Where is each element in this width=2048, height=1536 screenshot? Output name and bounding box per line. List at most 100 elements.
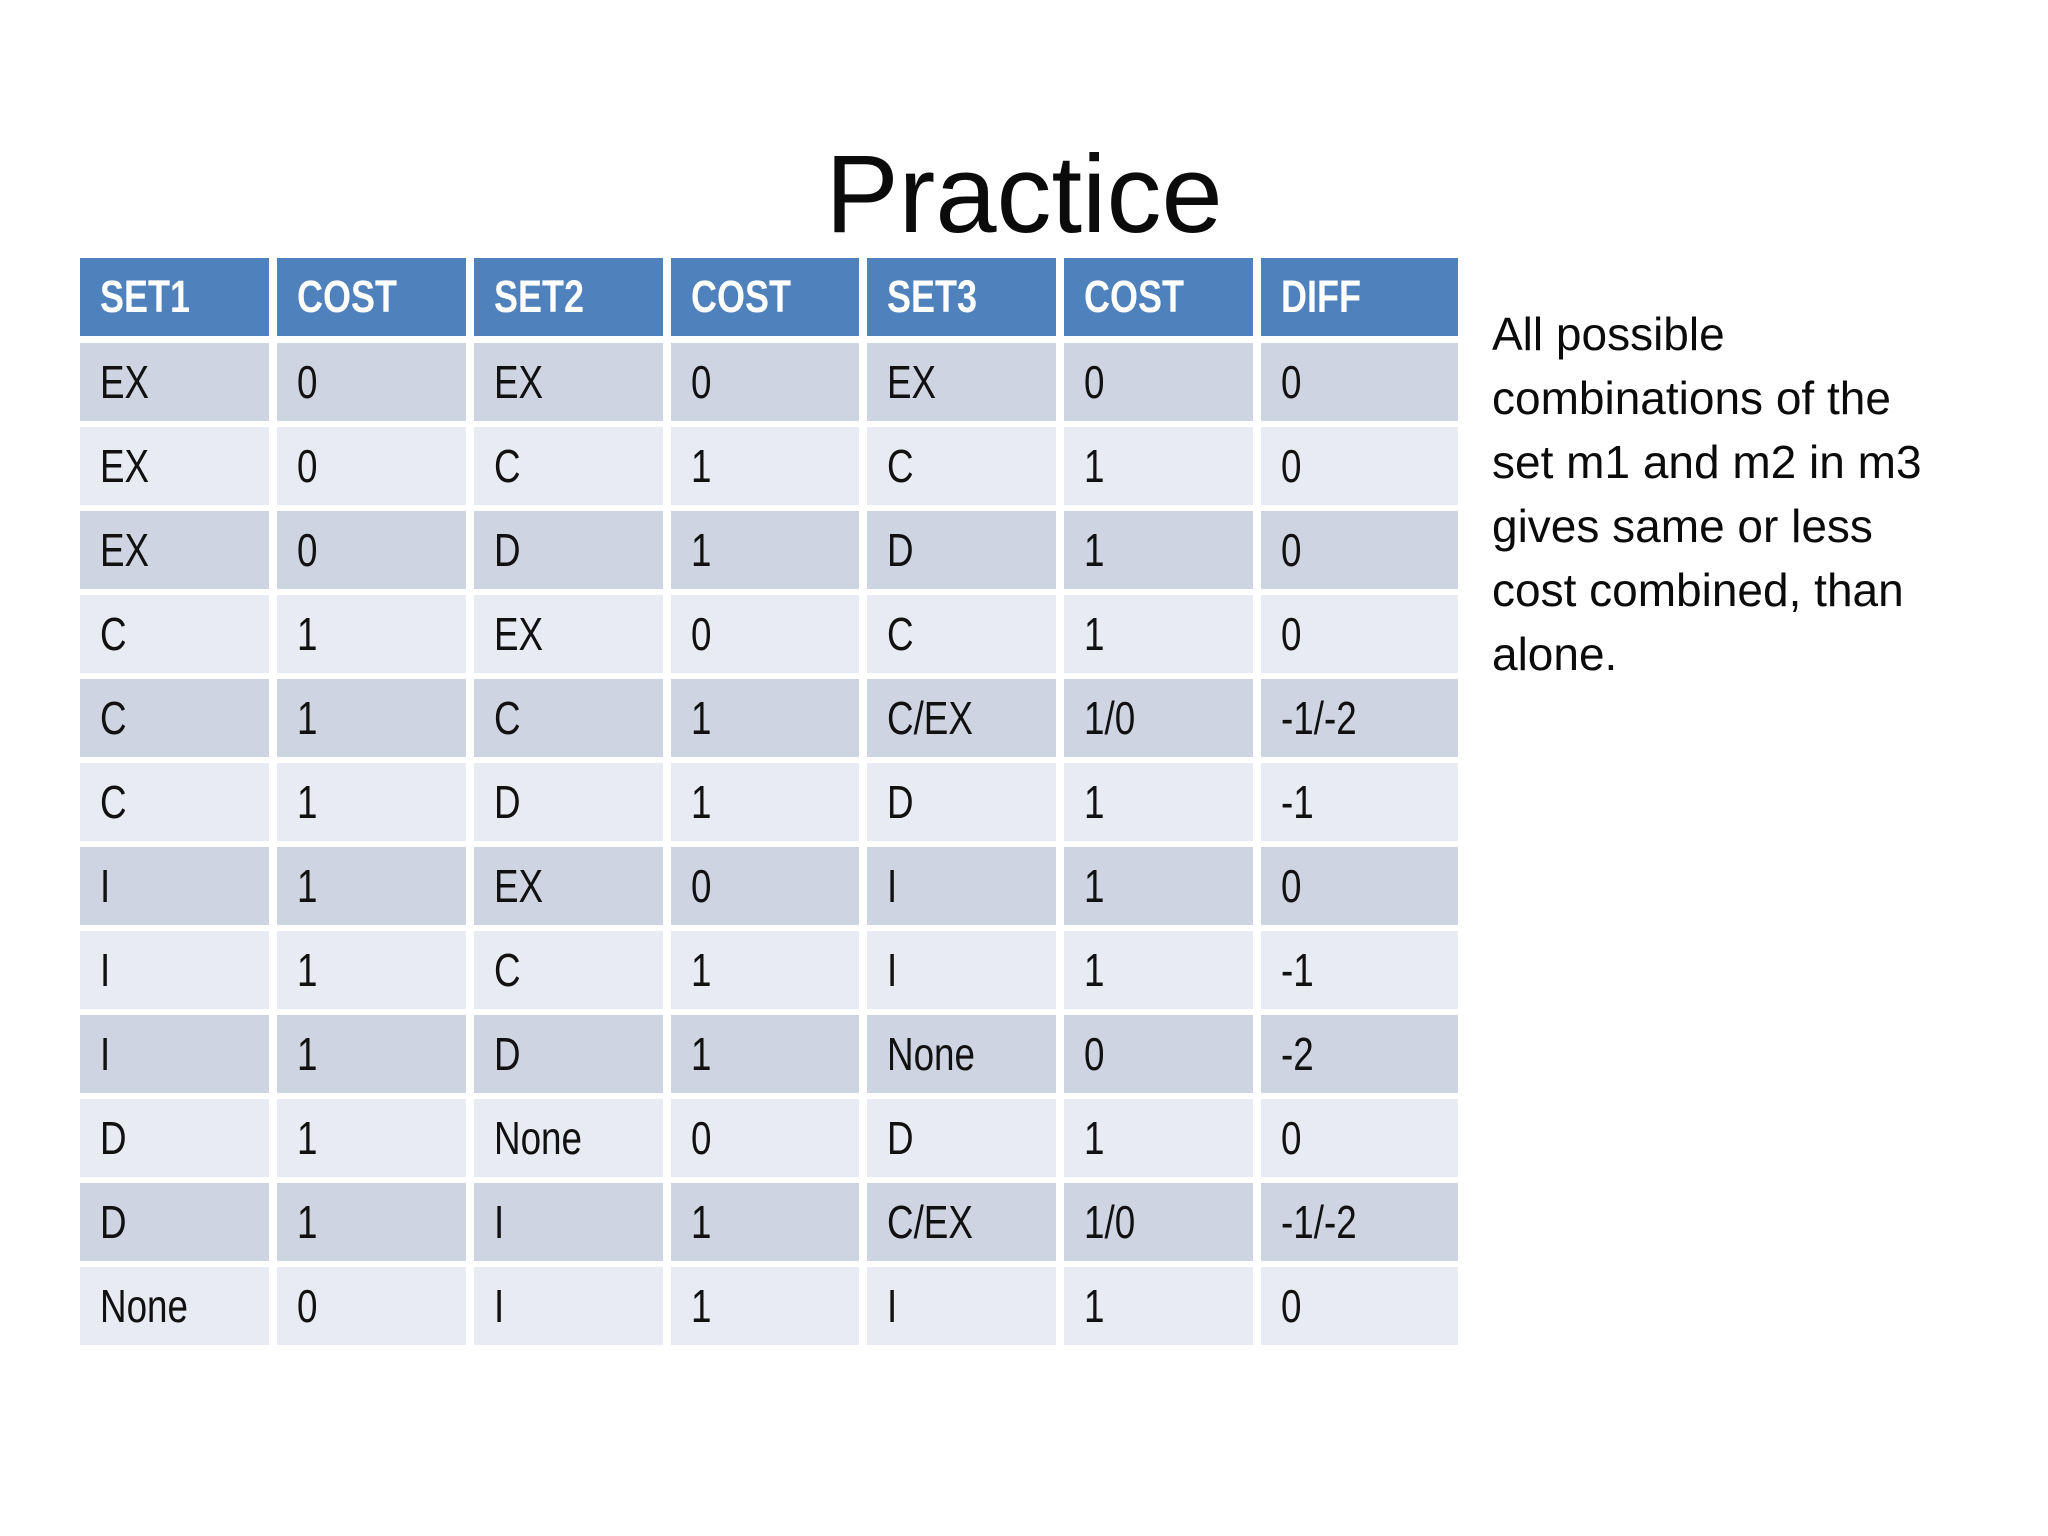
table-cell: 1 — [670, 427, 868, 511]
table-cell-value: 1 — [296, 860, 318, 912]
column-header-label: SET3 — [887, 271, 978, 322]
table-cell-value: D — [887, 776, 914, 828]
table-cell-value: C — [887, 608, 914, 660]
table-cell: C — [80, 595, 277, 679]
table-cell-value: 1 — [1084, 440, 1105, 492]
table-cell: 1 — [276, 1183, 474, 1267]
table-cell-value: 0 — [1281, 440, 1302, 492]
table-cell: 0 — [276, 343, 474, 427]
table-row: C 1 D 1 D 1 -1 — [80, 763, 1458, 847]
column-header-set3-4: SET3 — [867, 258, 1065, 343]
table-cell-value: 0 — [1084, 1028, 1105, 1080]
table-row: None 0 I 1 I 1 0 — [80, 1267, 1458, 1345]
table-cell-value: 1 — [690, 440, 712, 492]
table-cell: 0 — [1064, 343, 1262, 427]
table-cell-value: D — [493, 776, 521, 828]
table-cell-value: 0 — [690, 1112, 712, 1164]
table-cell: 0 — [276, 1267, 474, 1345]
table-cell-value: EX — [100, 356, 150, 408]
table-cell: -1 — [1261, 763, 1458, 847]
table-cell-value: I — [493, 1280, 504, 1332]
table-cell: 0 — [1261, 427, 1458, 511]
table-cell-value: 0 — [1281, 524, 1302, 576]
table-cell: -1/-2 — [1261, 679, 1458, 763]
column-header-label: SET2 — [493, 271, 584, 322]
table-cell: D — [473, 1015, 671, 1099]
table-cell: 1 — [276, 1099, 474, 1183]
page-title: Practice — [825, 133, 1223, 256]
table-cell-value: 0 — [1281, 608, 1302, 660]
table-cell-value: EX — [493, 608, 543, 660]
table-cell: None — [473, 1099, 671, 1183]
table-cell-value: C — [100, 692, 127, 744]
table-cell: -1 — [1261, 931, 1458, 1015]
table-cell: 0 — [670, 343, 868, 427]
table-cell-value: -1 — [1281, 944, 1314, 996]
table-cell-value: I — [887, 944, 898, 996]
table-cell-value: D — [887, 1112, 914, 1164]
table-cell-value: None — [887, 1028, 976, 1080]
table-cell: 0 — [1064, 1015, 1262, 1099]
table-cell: D — [473, 511, 671, 595]
table-cell-value: 1 — [1084, 944, 1105, 996]
table-cell: EX — [473, 343, 671, 427]
table-body: EX 0 EX 0 EX 0 0 EX 0 C 1 C 1 0 EX 0 D 1 D 1 0 C 1 EX 0 C 1 0 C 1 C 1 C/… — [80, 343, 1458, 1345]
table-cell-value: 0 — [296, 440, 318, 492]
column-header-label: SET1 — [100, 271, 191, 322]
table-cell-value: C/EX — [887, 692, 974, 744]
slide-note: All possible combinations of the set m1 … — [1492, 308, 1922, 680]
table-cell: 0 — [1261, 343, 1458, 427]
table-cell-value: D — [100, 1196, 127, 1248]
table-cell-value: C — [493, 692, 521, 744]
table-cell: EX — [80, 343, 277, 427]
table-cell: 1 — [276, 763, 474, 847]
table-cell: 1 — [276, 1015, 474, 1099]
cost-comparison-table-container: SET1 COST SET2 COST SET3 COST DIFF EX 0 EX 0 EX 0 0 E… — [80, 258, 1458, 1345]
table-cell-value: 1 — [296, 1028, 318, 1080]
table-cell: -2 — [1261, 1015, 1458, 1099]
table-row: I 1 D 1 None 0 -2 — [80, 1015, 1458, 1099]
table-cell: 0 — [670, 847, 868, 931]
column-header-set2-2: SET2 — [473, 258, 671, 343]
table-cell: D — [80, 1099, 277, 1183]
table-cell-value: 0 — [1281, 860, 1302, 912]
table-cell-value: 1 — [690, 776, 712, 828]
table-cell: 1 — [1064, 931, 1262, 1015]
table-cell-value: 1 — [1084, 860, 1105, 912]
table-cell: 1 — [670, 763, 868, 847]
table-cell: C — [473, 679, 671, 763]
column-header-label: COST — [690, 271, 791, 322]
table-header: SET1 COST SET2 COST SET3 COST DIFF — [80, 258, 1458, 343]
table-cell: 1 — [670, 1183, 868, 1267]
table-cell: EX — [80, 511, 277, 595]
table-row: D 1 None 0 D 1 0 — [80, 1099, 1458, 1183]
table-cell-value: 1 — [296, 944, 318, 996]
table-cell: C — [80, 763, 277, 847]
table-cell: 1 — [276, 595, 474, 679]
table-cell-value: EX — [493, 356, 543, 408]
table-cell-value: 1 — [1084, 524, 1105, 576]
table-cell: D — [867, 1099, 1065, 1183]
table-row: C 1 C 1 C/EX 1/0 -1/-2 — [80, 679, 1458, 763]
table-cell: 1 — [276, 931, 474, 1015]
table-cell-value: D — [493, 1028, 521, 1080]
table-cell: 0 — [670, 1099, 868, 1183]
table-cell-value: C — [493, 440, 521, 492]
table-cell-value: EX — [100, 524, 150, 576]
table-row: D 1 I 1 C/EX 1/0 -1/-2 — [80, 1183, 1458, 1267]
table-cell-value: -1/-2 — [1281, 692, 1357, 744]
table-cell: 1 — [1064, 763, 1262, 847]
table-cell-value: 1 — [690, 944, 712, 996]
table-cell: EX — [867, 343, 1065, 427]
table-row: C 1 EX 0 C 1 0 — [80, 595, 1458, 679]
table-cell: I — [473, 1267, 671, 1345]
table-cell-value: 1/0 — [1084, 1196, 1136, 1248]
table-cell: I — [867, 931, 1065, 1015]
table-cell: 0 — [1261, 511, 1458, 595]
table-cell: EX — [473, 595, 671, 679]
table-cell-value: None — [493, 1112, 582, 1164]
table-cell-value: 1 — [296, 608, 318, 660]
table-cell-value: 0 — [690, 608, 712, 660]
column-header-cost-5: COST — [1064, 258, 1262, 343]
table-cell-value: -2 — [1281, 1028, 1314, 1080]
